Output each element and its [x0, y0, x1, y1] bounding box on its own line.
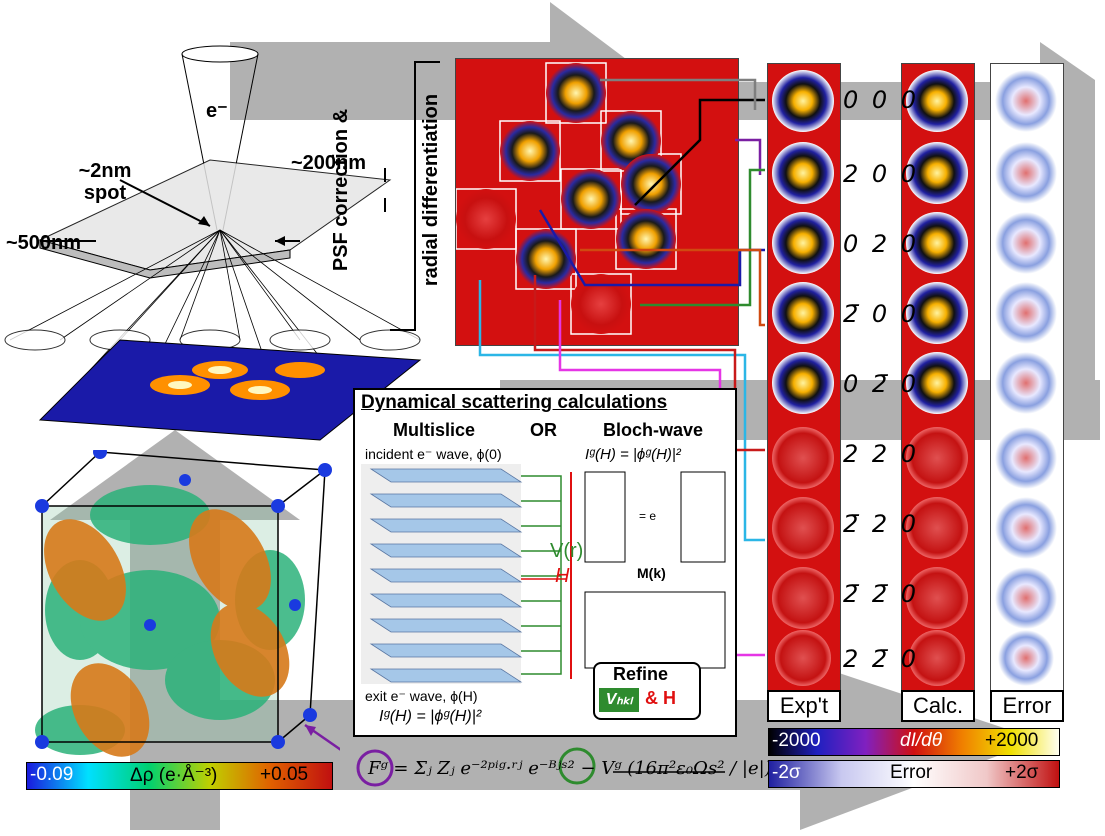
error-colorbar: [768, 760, 1060, 788]
intensity-label: dI/dθ: [900, 730, 942, 751]
column-disks: [772, 70, 1057, 686]
intensity-eq-left: Iᵍ(H) = |ϕᵍ(H)|²: [379, 708, 482, 725]
calc-header: Calc.: [901, 690, 975, 722]
hkl-label: 2 2̄ 0: [843, 645, 920, 673]
hkl-label: 2 0 0: [843, 160, 920, 188]
beam-label: e⁻: [206, 100, 228, 122]
vhkl-label: Vₕₖₗ: [599, 688, 639, 712]
dynamical-box: Dynamical scattering calculations Multis…: [353, 388, 737, 737]
multislice-label: Multislice: [393, 420, 476, 440]
error-header: Error: [990, 690, 1064, 722]
width-label: ~500nm: [6, 232, 82, 254]
hkl-label: 0 2̄ 0: [843, 370, 920, 398]
hkl-label: 0 2 0: [843, 230, 920, 258]
structure-factor-formula: Fᵍ = Σⱼ Zⱼ e⁻²ᵖⁱᵍ·ʳʲ e⁻ᴮʲˢ² − Vᵍ (16π²ε₀…: [368, 758, 772, 779]
hkl-label: 2 2 0: [843, 440, 920, 468]
refine-box: Refine Vₕₖₗ & H: [593, 662, 701, 720]
charge-density-cube: [35, 450, 340, 757]
intensity-min: -2000: [772, 730, 821, 751]
hkl-label: 2̄ 0 0: [843, 300, 920, 328]
spot-label: ~2nm spot: [78, 160, 132, 204]
and-h-label: & H: [645, 688, 676, 708]
incident-label: incident e⁻ wave, ϕ(0): [365, 446, 502, 462]
formula-marks: [356, 747, 725, 787]
beam-schematic: [4, 45, 440, 441]
intensity-max: +2000: [985, 730, 1039, 751]
hkl-label: 2̄ 2 0: [843, 510, 920, 538]
hkl-label: 0 0 0: [843, 86, 920, 114]
density-label: Δρ (e·Å⁻³): [130, 765, 218, 786]
density-colorbar: [26, 762, 333, 790]
intensity-colorbar: [768, 728, 1060, 756]
vr-label: V(r): [550, 540, 584, 562]
bloch-matrix: = e: [584, 471, 726, 669]
exit-label: exit e⁻ wave, ϕ(H): [365, 688, 478, 704]
diffraction-pattern: [455, 58, 739, 346]
svg-text:= e: = e: [639, 509, 656, 523]
multislice-stack: [361, 464, 572, 684]
intensity-eq-right: Iᵍ(H) = |ϕᵍ(H)|²: [585, 446, 681, 463]
dyn-title: Dynamical scattering calculations: [361, 392, 668, 413]
or-label: OR: [530, 420, 557, 440]
thickness-label: ~200nm: [291, 152, 367, 174]
mk-label: M(k): [637, 565, 666, 581]
exp-header: Exp't: [767, 690, 841, 722]
error-max: +2σ: [1005, 762, 1039, 783]
density-min: -0.09: [30, 764, 74, 785]
density-max: +0.05: [260, 764, 309, 785]
bloch-label: Bloch-wave: [603, 420, 704, 440]
error-min: -2σ: [772, 762, 801, 783]
h-label: H: [555, 565, 570, 587]
hkl-label: 2̄ 2̄ 0: [843, 580, 920, 608]
error-label: Error: [890, 762, 933, 783]
refine-label: Refine: [613, 664, 669, 684]
